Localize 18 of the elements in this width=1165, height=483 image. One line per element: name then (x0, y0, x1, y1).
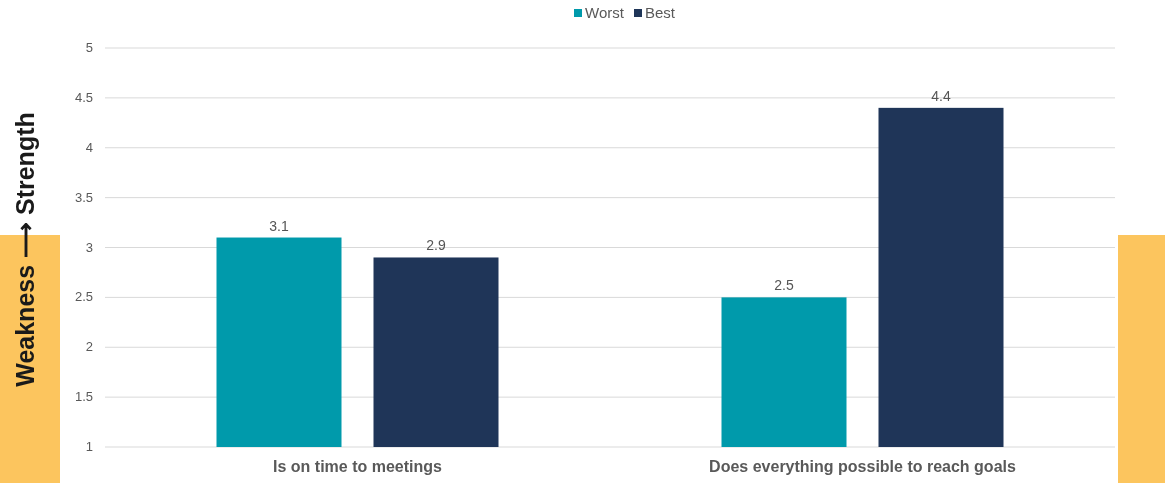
y-tick-label: 4.5 (74, 89, 93, 105)
y-tick-label: 4 (85, 139, 93, 155)
y-tick-label: 2.5 (74, 289, 93, 305)
data-label: 2.5 (774, 277, 794, 294)
y-tick-label: 3.5 (74, 189, 93, 205)
x-tick-label: Does everything possible to reach goals (709, 458, 1016, 475)
y-tick-label: 5 (85, 40, 93, 55)
x-tick-label: Is on time to meetings (273, 458, 443, 475)
data-label: 3.1 (269, 217, 289, 234)
y-axis-title: Weakness ⟶ Strength (11, 112, 39, 387)
y-tick-label: 1 (85, 439, 93, 454)
legend-label: Best (645, 4, 676, 21)
y-tick-label: 1.5 (74, 389, 93, 405)
y-tick-label: 2 (85, 339, 93, 355)
legend-label: Worst (585, 4, 625, 21)
y-tick-label: 3 (85, 239, 93, 255)
data-label: 2.9 (426, 237, 446, 254)
data-label: 4.4 (931, 87, 951, 104)
